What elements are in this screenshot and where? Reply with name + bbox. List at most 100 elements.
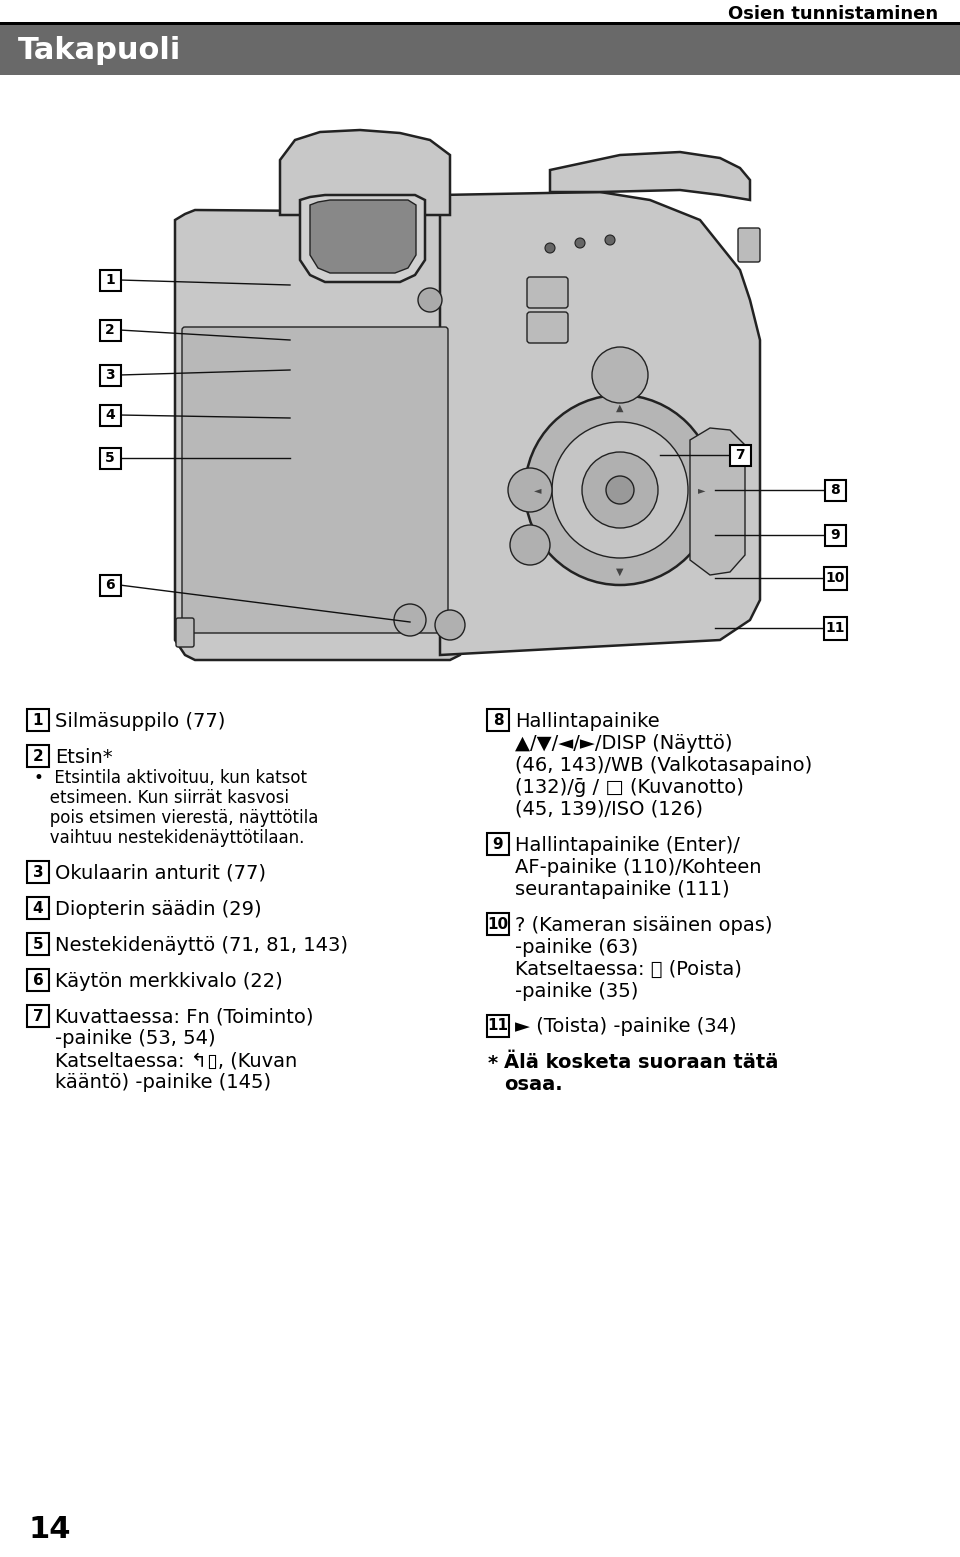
Text: Älä kosketa suoraan tätä: Älä kosketa suoraan tätä: [504, 1054, 779, 1073]
PathPatch shape: [690, 428, 745, 575]
Text: 9: 9: [492, 836, 503, 852]
Text: 6: 6: [33, 973, 43, 987]
Circle shape: [525, 395, 715, 585]
Text: Hallintapainike: Hallintapainike: [515, 712, 660, 730]
Text: Katseltaessa: 🗑 (Poista): Katseltaessa: 🗑 (Poista): [515, 959, 742, 978]
FancyBboxPatch shape: [824, 617, 847, 640]
Text: -painike (53, 54): -painike (53, 54): [55, 1029, 216, 1048]
FancyBboxPatch shape: [100, 405, 121, 425]
Text: 9: 9: [830, 528, 840, 542]
Text: Silmäsuppilo (77): Silmäsuppilo (77): [55, 712, 226, 730]
FancyBboxPatch shape: [27, 1004, 49, 1028]
Circle shape: [394, 604, 426, 635]
Text: ► (Toista) -painike (34): ► (Toista) -painike (34): [515, 1018, 736, 1037]
FancyBboxPatch shape: [487, 1015, 509, 1037]
Text: seurantapainike (111): seurantapainike (111): [515, 880, 730, 898]
Text: ▼: ▼: [616, 567, 624, 578]
Text: Hallintapainike (Enter)/: Hallintapainike (Enter)/: [515, 836, 740, 855]
Bar: [0, 22, 960, 25]
Text: Osien tunnistaminen: Osien tunnistaminen: [728, 5, 938, 23]
Text: ◄: ◄: [535, 484, 541, 495]
FancyBboxPatch shape: [824, 567, 847, 590]
PathPatch shape: [440, 192, 760, 655]
PathPatch shape: [175, 210, 465, 660]
FancyBboxPatch shape: [100, 447, 121, 469]
Text: ►: ►: [698, 484, 706, 495]
Text: Etsin*: Etsin*: [55, 747, 112, 766]
Text: Okulaarin anturit (77): Okulaarin anturit (77): [55, 864, 266, 883]
FancyBboxPatch shape: [176, 618, 194, 648]
Circle shape: [606, 476, 634, 504]
FancyBboxPatch shape: [27, 897, 49, 919]
Text: (45, 139)/ISO (126): (45, 139)/ISO (126): [515, 799, 703, 819]
Text: ▲/▼/◄/►/DISP (Näyttö): ▲/▼/◄/►/DISP (Näyttö): [515, 733, 732, 752]
FancyBboxPatch shape: [100, 364, 121, 386]
Text: 5: 5: [33, 936, 43, 951]
Text: 2: 2: [33, 749, 43, 763]
PathPatch shape: [310, 199, 416, 272]
Text: Kuvattaessa: Fn (Toiminto): Kuvattaessa: Fn (Toiminto): [55, 1007, 314, 1026]
Circle shape: [592, 347, 648, 403]
Text: ? (Kameran sisäinen opas): ? (Kameran sisäinen opas): [515, 916, 773, 934]
Text: 5: 5: [106, 452, 115, 466]
Bar: [0, 25, 960, 75]
Text: etsimeen. Kun siirrät kasvosi: etsimeen. Kun siirrät kasvosi: [34, 789, 289, 807]
Text: Katseltaessa: ↰▯, (Kuvan: Katseltaessa: ↰▯, (Kuvan: [55, 1051, 298, 1071]
Text: 10: 10: [826, 571, 845, 585]
Text: -painike (35): -painike (35): [515, 981, 638, 1001]
FancyBboxPatch shape: [100, 575, 121, 595]
Circle shape: [510, 525, 550, 565]
FancyBboxPatch shape: [27, 968, 49, 990]
Text: Nestekidenäyttö (71, 81, 143): Nestekidenäyttö (71, 81, 143): [55, 936, 348, 954]
FancyBboxPatch shape: [527, 311, 568, 343]
Text: osaa.: osaa.: [504, 1076, 563, 1095]
Text: AF-painike (110)/Kohteen: AF-painike (110)/Kohteen: [515, 858, 761, 877]
PathPatch shape: [300, 195, 425, 282]
Text: •  Etsintila aktivoituu, kun katsot: • Etsintila aktivoituu, kun katsot: [34, 769, 307, 786]
Text: 3: 3: [33, 864, 43, 880]
Circle shape: [605, 235, 615, 244]
FancyBboxPatch shape: [27, 861, 49, 883]
Text: 14: 14: [28, 1515, 70, 1545]
Circle shape: [545, 243, 555, 252]
FancyBboxPatch shape: [182, 327, 448, 634]
Text: 11: 11: [488, 1018, 509, 1034]
Text: 4: 4: [33, 900, 43, 916]
Text: -painike (63): -painike (63): [515, 937, 638, 956]
Text: 7: 7: [33, 1009, 43, 1023]
Text: 6: 6: [106, 578, 115, 592]
FancyBboxPatch shape: [27, 744, 49, 768]
FancyBboxPatch shape: [487, 912, 509, 936]
FancyBboxPatch shape: [487, 708, 509, 730]
Text: (46, 143)/WB (Valkotasapaino): (46, 143)/WB (Valkotasapaino): [515, 755, 812, 774]
PathPatch shape: [280, 129, 450, 215]
Text: 10: 10: [488, 917, 509, 931]
Text: 3: 3: [106, 367, 115, 381]
Text: pois etsimen vierestä, näyttötila: pois etsimen vierestä, näyttötila: [34, 810, 319, 827]
Text: 1: 1: [106, 272, 115, 286]
Text: 1: 1: [33, 713, 43, 727]
FancyBboxPatch shape: [825, 480, 846, 500]
Text: vaihtuu nestekidenäyttötilaan.: vaihtuu nestekidenäyttötilaan.: [34, 828, 304, 847]
FancyBboxPatch shape: [825, 525, 846, 545]
Circle shape: [508, 469, 552, 512]
FancyBboxPatch shape: [487, 833, 509, 855]
Circle shape: [552, 422, 688, 557]
Circle shape: [418, 288, 442, 311]
FancyBboxPatch shape: [100, 269, 121, 291]
Text: 4: 4: [106, 408, 115, 422]
Text: 2: 2: [106, 322, 115, 336]
Text: (132)/ḡ / □ (Kuvanotto): (132)/ḡ / □ (Kuvanotto): [515, 777, 744, 797]
FancyBboxPatch shape: [27, 708, 49, 730]
FancyBboxPatch shape: [27, 933, 49, 954]
FancyBboxPatch shape: [730, 444, 751, 466]
Text: 8: 8: [492, 713, 503, 727]
Text: 8: 8: [830, 483, 840, 497]
FancyBboxPatch shape: [738, 227, 760, 262]
Text: 11: 11: [826, 621, 845, 635]
Circle shape: [582, 452, 658, 528]
Text: *: *: [488, 1054, 498, 1073]
FancyBboxPatch shape: [100, 319, 121, 341]
PathPatch shape: [550, 153, 750, 199]
Text: Diopterin säädin (29): Diopterin säädin (29): [55, 900, 262, 919]
